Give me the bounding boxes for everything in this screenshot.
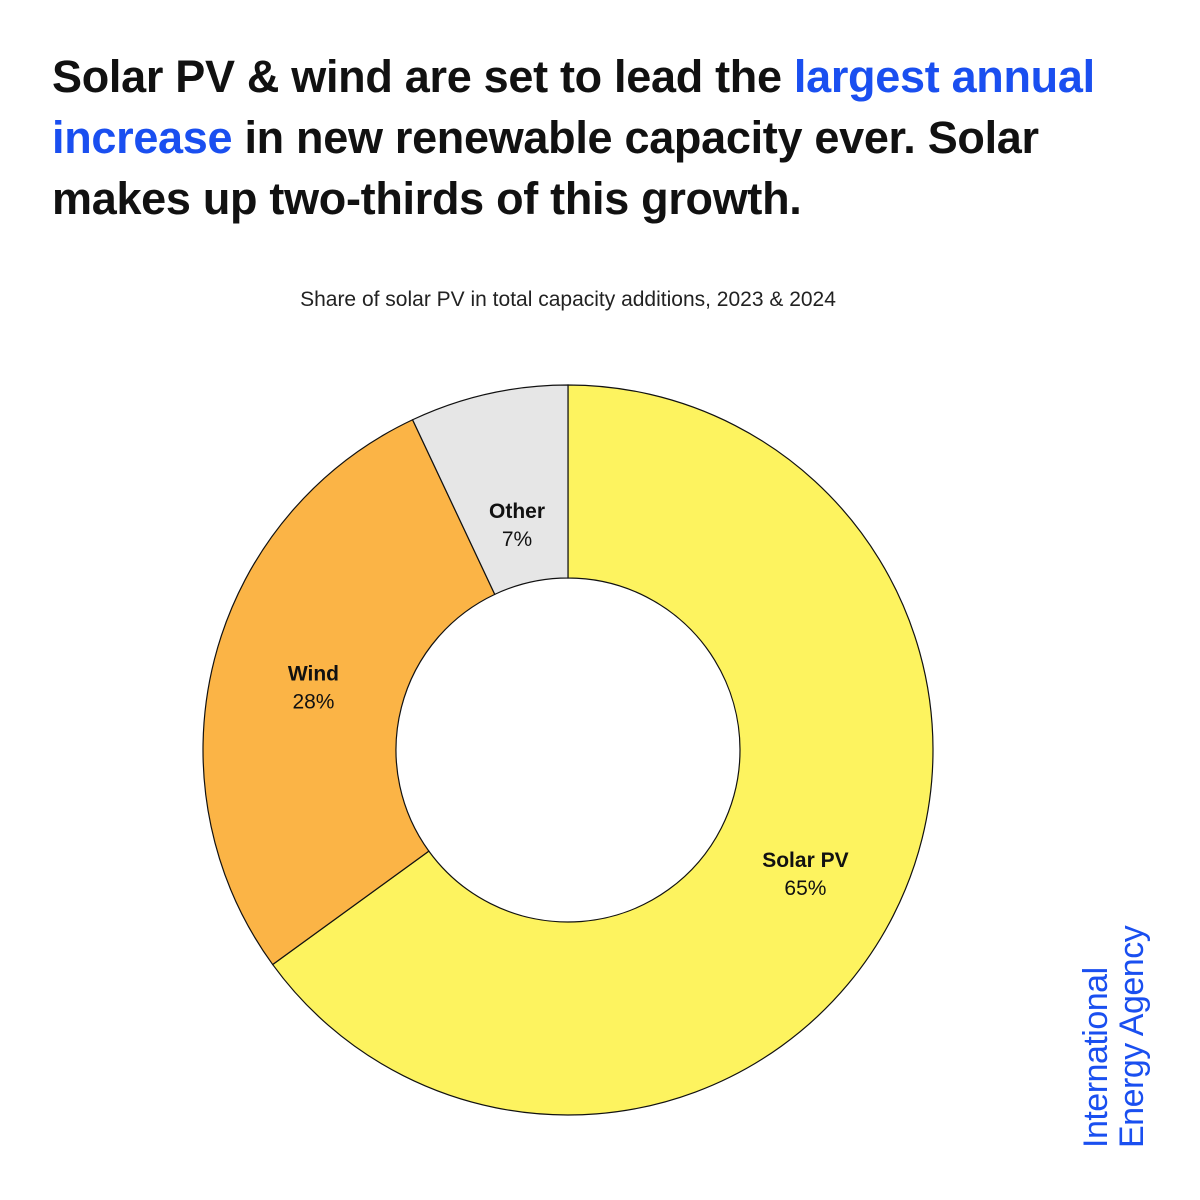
slice-label-other: Other [489,500,545,523]
slice-label-wind: Wind [288,663,339,686]
headline-highlight: largest annual increase [52,51,1095,163]
headline-before: Solar PV & wind are set to lead the [52,51,794,102]
headline-after: in new renewable capacity ever. Solar ma… [52,112,1039,224]
slice-solar-pv [271,384,934,1116]
slice-other [411,384,569,596]
iea-logo: International Energy Agency [1077,926,1151,1149]
logo-line-2: Energy Agency [1113,925,1151,1148]
slice-wind [202,418,496,966]
slice-value-wind: 28% [292,691,334,714]
slice-label-solar-pv: Solar PV [762,849,848,872]
chart-subtitle: Share of solar PV in total capacity addi… [300,288,836,311]
slice-value-solar-pv: 65% [784,877,826,900]
headline: Solar PV & wind are set to lead the larg… [52,46,1152,229]
logo-line-1: International [1077,967,1115,1148]
slice-value-other: 7% [502,528,532,551]
